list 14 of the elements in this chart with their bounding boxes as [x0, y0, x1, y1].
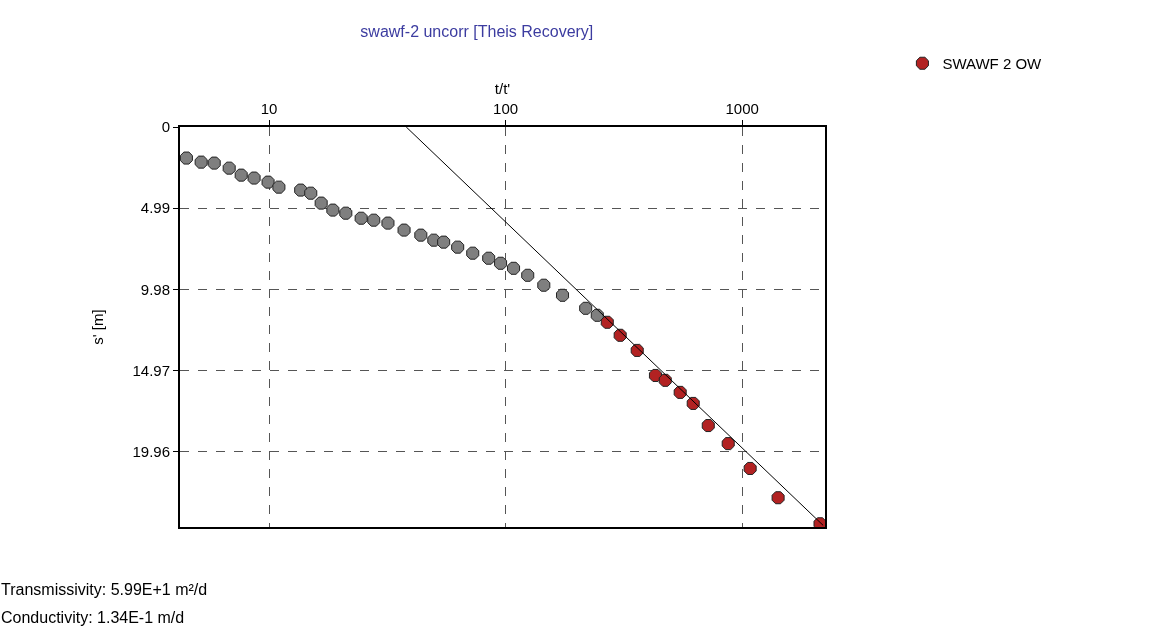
- y-tick-label: 0: [161, 118, 170, 136]
- chart-title: swawf-2 uncorr [Theis Recovery]: [360, 22, 594, 40]
- text: Conductivity: 1.34E-1 m/d: [1, 609, 185, 626]
- y-tick-label: 14.97: [132, 361, 170, 379]
- x-tick-label: 100: [493, 100, 519, 117]
- legend-label: SWAWF 2 OW: [942, 55, 1043, 73]
- y-tick-label: 19.96: [132, 442, 170, 460]
- x-tick-label: 10: [260, 100, 278, 117]
- y-tick-label: 9.98: [140, 280, 170, 298]
- text: Transmissivity: 5.99E+1 m²/d: [1, 581, 208, 598]
- y-axis-title: s' [m]: [89, 309, 107, 345]
- x-tick-label: 1000: [725, 100, 759, 117]
- y-tick-label: 4.99: [140, 199, 170, 217]
- x-axis-title: t/t': [494, 79, 511, 97]
